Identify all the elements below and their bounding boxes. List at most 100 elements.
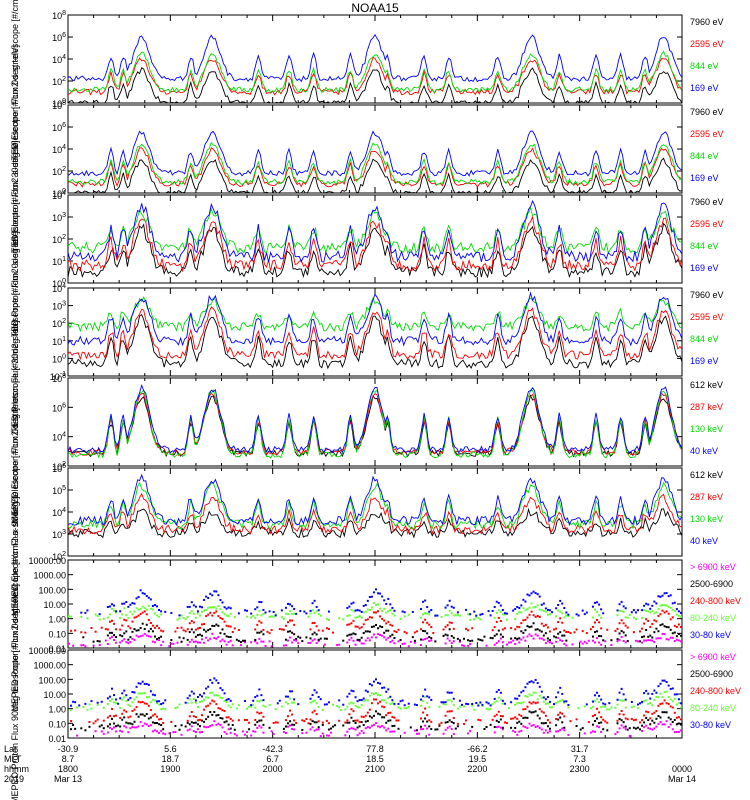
data-point: [315, 625, 318, 628]
data-point: [430, 639, 433, 642]
data-point: [548, 613, 551, 616]
series-blue: [68, 33, 682, 83]
data-point: [205, 636, 208, 639]
data-point: [399, 707, 402, 710]
data-point: [338, 719, 341, 722]
data-point: [151, 624, 154, 627]
data-point: [311, 693, 314, 696]
data-point: [375, 698, 377, 701]
data-point: [147, 683, 150, 686]
data-point: [471, 639, 474, 642]
data-point: [624, 717, 627, 720]
data-point: [291, 605, 294, 608]
data-point: [250, 734, 253, 737]
data-point: [82, 636, 85, 639]
data-point: [567, 613, 570, 616]
data-point: [147, 596, 150, 599]
series-line: [68, 481, 682, 531]
data-point: [424, 707, 427, 710]
data-point: [487, 708, 490, 711]
data-point: [143, 722, 146, 725]
data-point: [235, 707, 238, 710]
data-point: [225, 607, 228, 610]
data-point: [497, 688, 500, 691]
data-point: [624, 725, 627, 728]
data-point: [147, 635, 150, 638]
data-point: [221, 628, 224, 631]
data-point: [102, 727, 105, 730]
data-point: [141, 692, 144, 695]
data-point: [113, 638, 116, 641]
data-point: [207, 606, 210, 609]
data-point: [153, 612, 156, 615]
data-point: [565, 614, 568, 617]
data-point: [385, 611, 388, 614]
data-point: [532, 637, 535, 640]
data-point: [174, 725, 177, 728]
data-point: [661, 723, 664, 726]
data-point: [643, 639, 646, 642]
data-point: [389, 730, 392, 733]
data-point: [133, 698, 136, 701]
data-point: [215, 703, 218, 706]
data-point: [156, 638, 159, 641]
data-point: [399, 638, 402, 641]
data-point: [366, 699, 369, 702]
data-point: [284, 644, 287, 647]
data-point: [659, 604, 662, 607]
data-point: [413, 729, 416, 732]
data-point: [501, 728, 504, 731]
data-point: [362, 611, 365, 614]
data-point: [74, 701, 77, 704]
data-point: [542, 638, 545, 641]
data-point: [653, 698, 656, 701]
data-point: [315, 605, 318, 608]
legend-7960-ev: 7960 eV: [690, 197, 724, 207]
data-point: [270, 730, 273, 733]
data-point: [370, 606, 373, 609]
data-point: [194, 640, 197, 643]
data-point: [528, 626, 531, 629]
data-point: [125, 601, 128, 604]
y-tick-label: 104: [52, 507, 66, 518]
data-point: [395, 631, 398, 634]
data-point: [393, 637, 396, 640]
data-point: [463, 637, 466, 640]
data-point: [622, 726, 625, 729]
data-point: [403, 642, 406, 645]
data-point: [591, 730, 594, 733]
data-point: [309, 722, 312, 725]
data-point: [553, 628, 556, 631]
y-tick-label: 104: [52, 54, 66, 65]
data-point: [135, 634, 138, 637]
data-point: [141, 724, 144, 727]
data-point: [315, 642, 318, 645]
data-point: [135, 629, 138, 632]
data-point: [559, 639, 562, 642]
data-point: [538, 629, 541, 632]
data-point: [205, 608, 208, 611]
data-point: [139, 607, 142, 610]
data-point: [538, 708, 541, 711]
data-point: [667, 612, 670, 615]
data-point: [598, 621, 601, 624]
data-point: [295, 639, 298, 642]
time-value: 0000: [672, 764, 692, 774]
y-tick-label: 104: [52, 190, 66, 201]
data-point: [125, 721, 128, 724]
data-point: [258, 719, 261, 722]
data-point: [626, 626, 629, 629]
data-point: [223, 613, 226, 616]
data-point: [311, 622, 314, 625]
data-point: [420, 643, 423, 646]
data-point: [596, 610, 599, 613]
data-point: [616, 722, 619, 725]
data-point: [497, 609, 500, 612]
data-point: [362, 642, 365, 645]
data-point: [262, 723, 265, 726]
data-point: [282, 731, 285, 734]
data-point: [256, 623, 259, 626]
data-point: [286, 630, 289, 633]
data-point: [289, 690, 292, 693]
series-line: [68, 388, 682, 459]
